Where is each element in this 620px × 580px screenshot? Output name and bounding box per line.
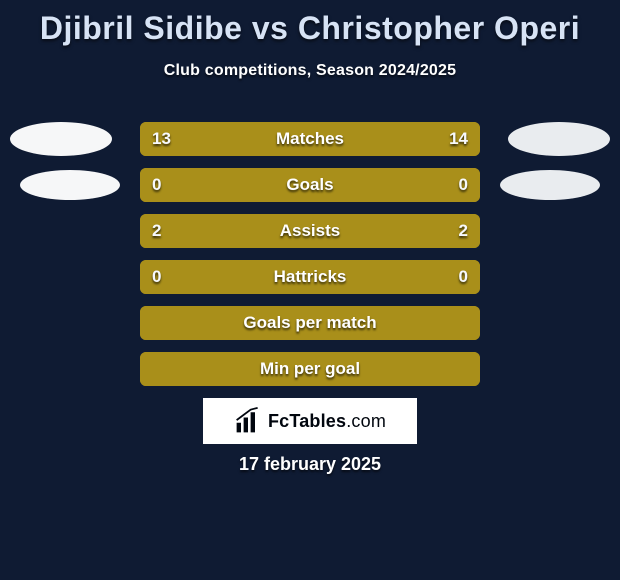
logo-box: FcTables.com [203, 398, 417, 444]
stat-bars: Matches1314Goals00Assists22Hattricks00Go… [0, 120, 620, 396]
stat-value-left: 2 [152, 214, 161, 248]
stat-row: Hattricks00 [0, 258, 620, 304]
stat-row: Goals00 [0, 166, 620, 212]
stat-fill-right [310, 260, 480, 294]
stat-value-right: 0 [459, 260, 468, 294]
stat-value-right: 2 [459, 214, 468, 248]
stat-fill-right [310, 214, 480, 248]
stat-value-right: 14 [449, 122, 468, 156]
stat-row: Min per goal [0, 350, 620, 396]
stat-value-left: 13 [152, 122, 171, 156]
stat-fill-right [310, 168, 480, 202]
logo-text: FcTables.com [268, 411, 386, 432]
page-title: Djibril Sidibe vs Christopher Operi [0, 10, 620, 47]
team-badge-left [20, 170, 120, 200]
comparison-infographic: Djibril Sidibe vs Christopher Operi Club… [0, 0, 620, 580]
stat-row: Assists22 [0, 212, 620, 258]
stat-fill-left [140, 260, 310, 294]
logo-text-light: .com [346, 411, 386, 431]
stat-fill-left [140, 306, 480, 340]
stat-value-right: 0 [459, 168, 468, 202]
stat-value-left: 0 [152, 168, 161, 202]
logo-text-bold: FcTables [268, 411, 346, 431]
date-text: 17 february 2025 [0, 454, 620, 475]
page-subtitle: Club competitions, Season 2024/2025 [0, 62, 620, 80]
stat-fill-left [140, 214, 310, 248]
team-badge-left [10, 122, 112, 156]
stat-row: Matches1314 [0, 120, 620, 166]
stat-fill-left [140, 352, 480, 386]
stat-row: Goals per match [0, 304, 620, 350]
stat-fill-left [140, 168, 310, 202]
team-badge-right [500, 170, 600, 200]
bars-icon [234, 407, 262, 435]
stat-value-left: 0 [152, 260, 161, 294]
team-badge-right [508, 122, 610, 156]
